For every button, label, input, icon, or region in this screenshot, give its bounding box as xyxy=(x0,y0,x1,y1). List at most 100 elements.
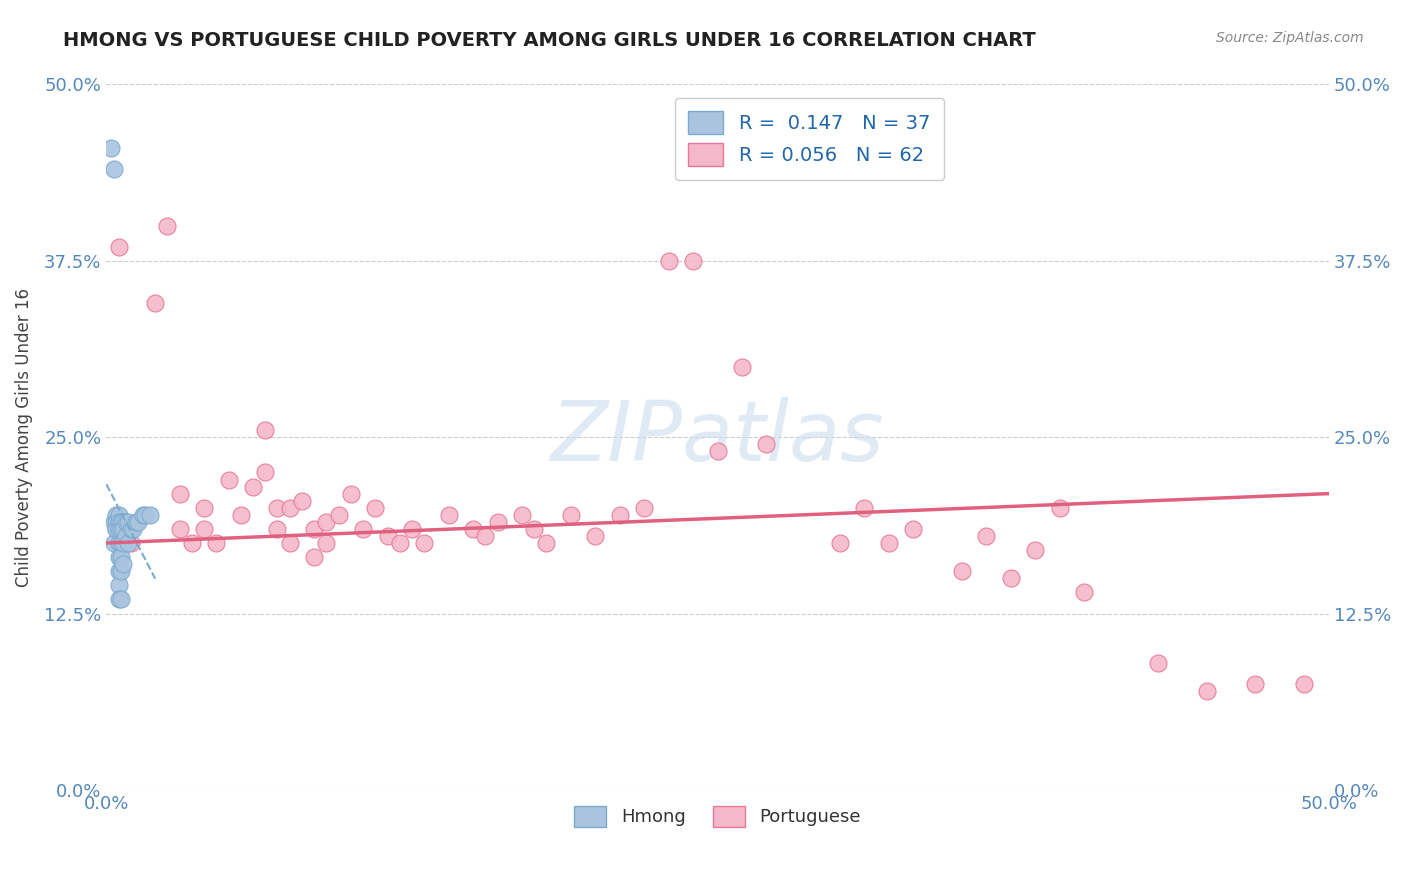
Point xyxy=(583,529,606,543)
Point xyxy=(901,522,924,536)
Point xyxy=(122,522,145,536)
Point xyxy=(112,557,135,571)
Point xyxy=(828,536,851,550)
Point xyxy=(1146,656,1168,670)
Point xyxy=(107,515,129,529)
Text: Source: ZipAtlas.com: Source: ZipAtlas.com xyxy=(1216,31,1364,45)
Point xyxy=(117,515,139,529)
Point xyxy=(278,536,301,550)
Point xyxy=(315,536,337,550)
Point xyxy=(254,466,277,480)
Point xyxy=(107,550,129,565)
Point xyxy=(103,515,125,529)
Y-axis label: Child Poverty Among Girls Under 16: Child Poverty Among Girls Under 16 xyxy=(15,288,32,587)
Point xyxy=(112,515,135,529)
Point xyxy=(132,508,155,522)
Point xyxy=(1049,500,1071,515)
Point xyxy=(100,141,122,155)
Point xyxy=(105,522,128,536)
Point xyxy=(120,536,142,550)
Point xyxy=(510,508,533,522)
Point xyxy=(633,500,655,515)
Point xyxy=(125,515,148,529)
Point xyxy=(193,500,215,515)
Point xyxy=(755,437,778,451)
Point xyxy=(302,550,325,565)
Point xyxy=(229,508,252,522)
Point xyxy=(110,550,132,565)
Point xyxy=(180,536,202,550)
Point xyxy=(340,486,363,500)
Point xyxy=(110,536,132,550)
Point xyxy=(682,253,704,268)
Point xyxy=(1000,571,1022,585)
Point xyxy=(107,592,129,607)
Point xyxy=(156,219,179,233)
Point xyxy=(134,508,156,522)
Point xyxy=(609,508,631,522)
Point xyxy=(115,515,138,529)
Point xyxy=(950,564,973,578)
Point xyxy=(107,578,129,592)
Point xyxy=(1073,585,1095,599)
Point xyxy=(474,529,496,543)
Point xyxy=(1244,677,1267,691)
Point xyxy=(401,522,423,536)
Legend: Hmong, Portuguese: Hmong, Portuguese xyxy=(567,798,869,834)
Point xyxy=(205,536,228,550)
Point xyxy=(107,508,129,522)
Point xyxy=(107,536,129,550)
Point xyxy=(107,564,129,578)
Point xyxy=(105,508,128,522)
Point xyxy=(328,508,350,522)
Point xyxy=(254,423,277,437)
Point xyxy=(560,508,582,522)
Point xyxy=(103,162,125,177)
Point xyxy=(193,522,215,536)
Point xyxy=(437,508,460,522)
Point xyxy=(278,500,301,515)
Point xyxy=(364,500,387,515)
Point xyxy=(523,522,546,536)
Point xyxy=(388,536,411,550)
Point xyxy=(976,529,998,543)
Point xyxy=(731,359,754,374)
Point xyxy=(242,479,264,493)
Point xyxy=(143,296,166,310)
Point xyxy=(112,536,135,550)
Point xyxy=(706,444,728,458)
Point xyxy=(413,536,436,550)
Point xyxy=(266,522,288,536)
Point xyxy=(218,473,240,487)
Point xyxy=(127,515,149,529)
Point xyxy=(853,500,876,515)
Point xyxy=(315,515,337,529)
Point xyxy=(377,529,399,543)
Point xyxy=(291,493,314,508)
Point xyxy=(105,515,128,529)
Point xyxy=(115,529,138,543)
Point xyxy=(352,522,374,536)
Point xyxy=(302,522,325,536)
Point xyxy=(1294,677,1316,691)
Point xyxy=(103,536,125,550)
Point xyxy=(877,536,900,550)
Point xyxy=(105,522,128,536)
Point xyxy=(120,522,142,536)
Point xyxy=(1195,684,1218,698)
Point xyxy=(107,522,129,536)
Point xyxy=(112,522,135,536)
Point xyxy=(266,500,288,515)
Point xyxy=(169,486,191,500)
Point xyxy=(107,240,129,254)
Point xyxy=(658,253,681,268)
Point xyxy=(110,522,132,536)
Text: ZIPatlas: ZIPatlas xyxy=(551,397,884,478)
Point xyxy=(110,515,132,529)
Text: HMONG VS PORTUGUESE CHILD POVERTY AMONG GIRLS UNDER 16 CORRELATION CHART: HMONG VS PORTUGUESE CHILD POVERTY AMONG … xyxy=(63,31,1036,50)
Point xyxy=(169,522,191,536)
Point xyxy=(110,592,132,607)
Point xyxy=(1024,543,1046,558)
Point xyxy=(139,508,162,522)
Point xyxy=(536,536,558,550)
